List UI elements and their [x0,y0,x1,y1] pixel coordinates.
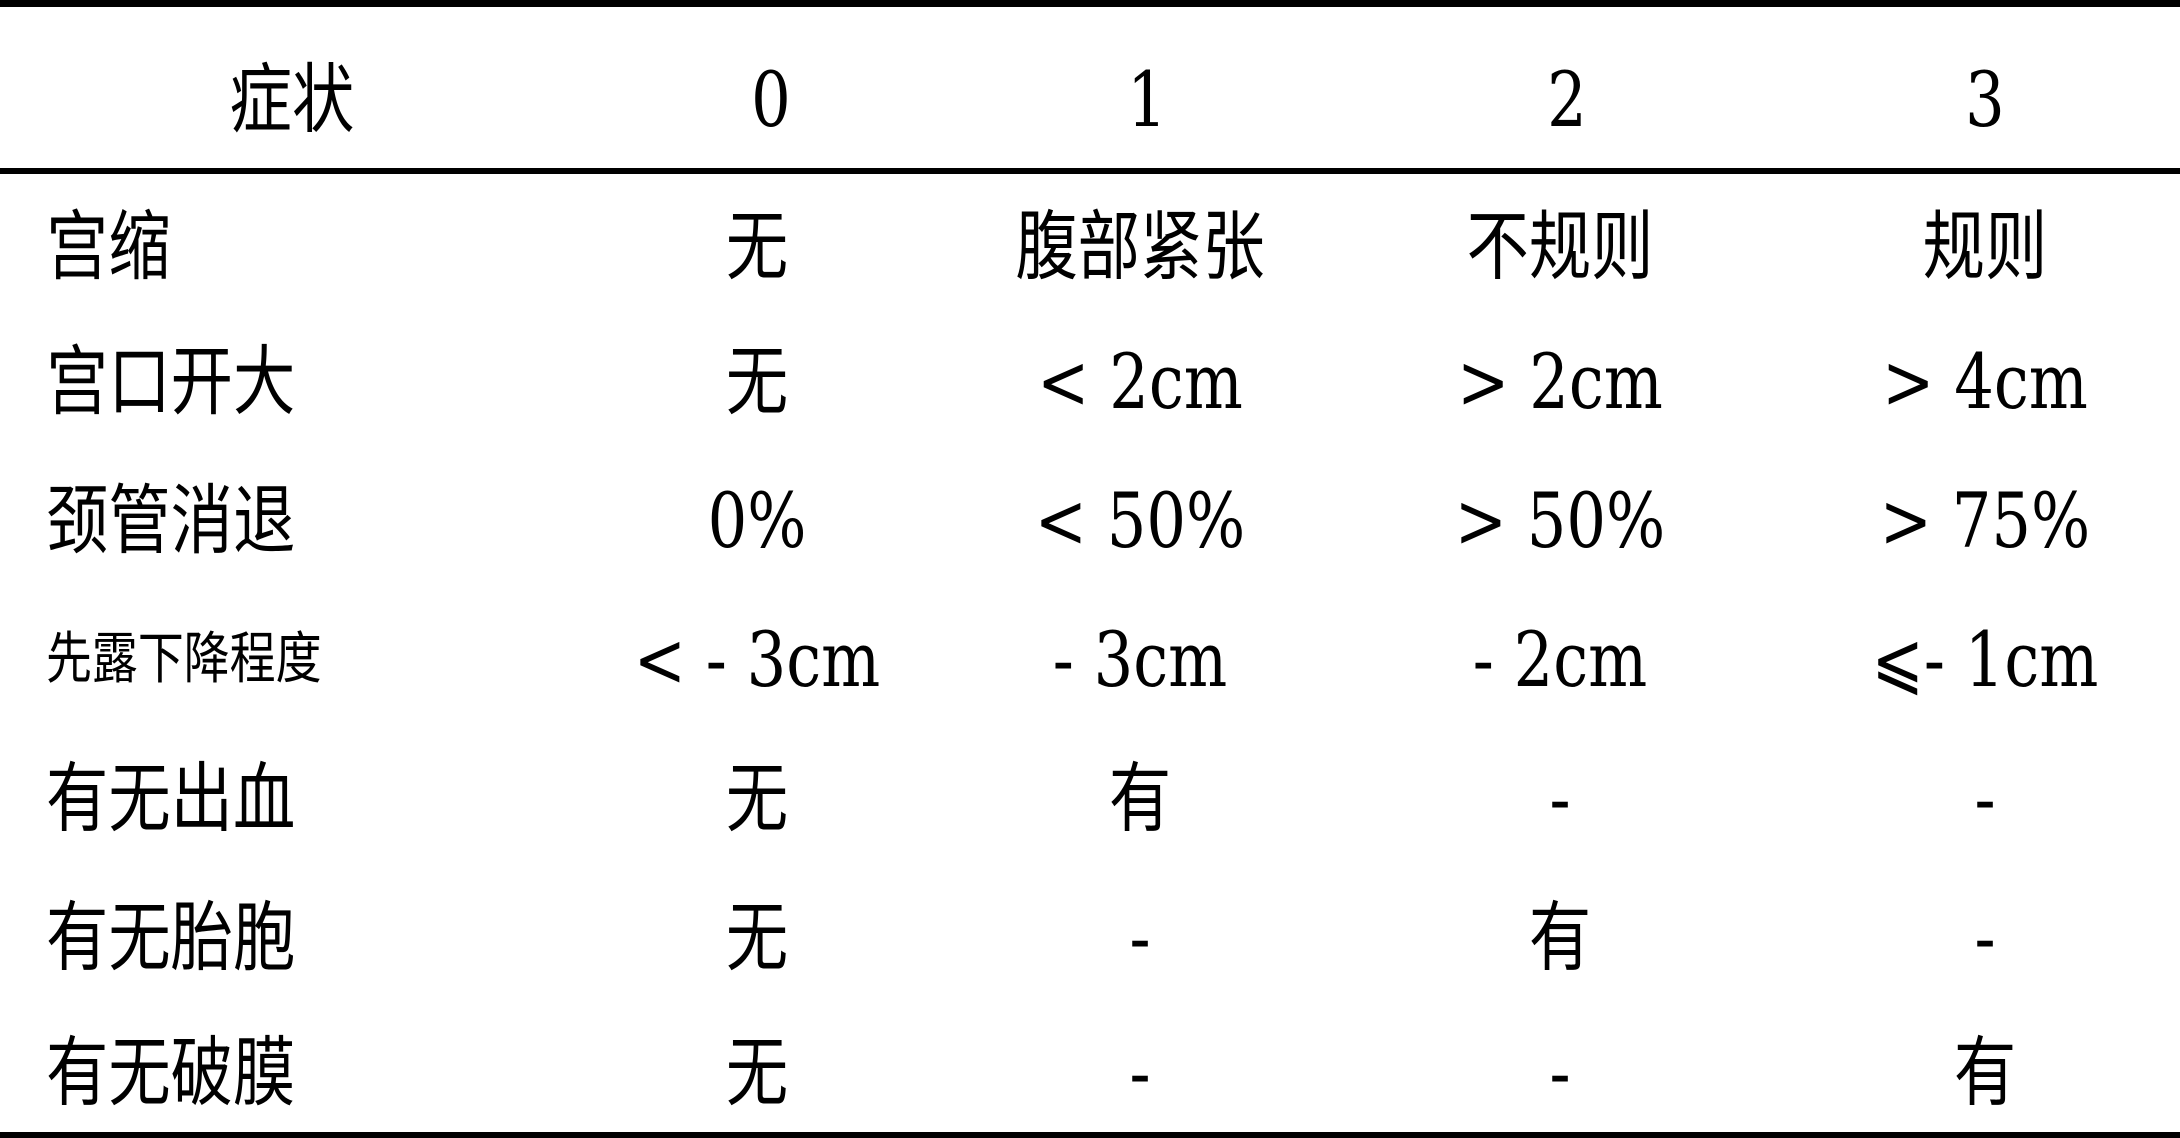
cell-level-0: 无 [725,1028,789,1117]
cell-level-0: < - 3cm [633,615,881,704]
header-level-2: 2 [1547,55,1587,144]
header-level-0: 0 [751,55,791,144]
cell-level-2: > 50% [1454,476,1666,565]
row-label: 宫口开大 [46,337,296,426]
row-label: 颈管消退 [46,476,296,565]
cell-level-0: 无 [725,754,789,843]
cell-level-1: 腹部紧张 [1015,202,1265,291]
cell-level-3: 有 [1953,1028,2017,1117]
cell-level-0: 0% [707,476,807,565]
cell-level-1: - [1129,1028,1151,1117]
cell-level-2: - 2cm [1472,615,1648,704]
row-label: 宫缩 [46,202,171,291]
row-label: 有无胎胞 [46,893,296,982]
cell-level-3: > 75% [1879,476,2091,565]
header-level-1: 1 [1127,55,1167,144]
row-label: 有无破膜 [46,1028,296,1117]
row-label: 有无出血 [46,754,296,843]
cell-level-2: - [1549,1028,1571,1117]
cell-level-3: ⩽- 1cm [1871,615,2099,704]
cell-level-3: > 4cm [1882,337,2088,426]
header-level-3: 3 [1965,55,2005,144]
cell-level-3: 规则 [1922,202,2048,291]
cell-level-1: - [1129,893,1151,982]
cell-level-0: 无 [725,337,789,426]
cell-level-3: - [1974,754,1996,843]
cell-level-1: < 2cm [1037,337,1243,426]
cell-level-2: - [1549,754,1571,843]
cell-level-2: 有 [1528,893,1592,982]
cell-level-0: 无 [725,893,789,982]
cell-level-2: 不规则 [1466,202,1654,291]
header-rule [0,168,2180,174]
cell-level-1: - 3cm [1052,615,1228,704]
cell-level-3: - [1974,893,1996,982]
header-symptom: 症状 [229,55,355,144]
bottom-rule [0,1132,2180,1138]
top-rule [0,0,2180,7]
row-label: 先露下降程度 [46,627,322,692]
cell-level-1: 有 [1108,754,1172,843]
cell-level-1: < 50% [1034,476,1246,565]
cell-level-0: 无 [725,202,789,291]
cell-level-2: > 2cm [1457,337,1663,426]
